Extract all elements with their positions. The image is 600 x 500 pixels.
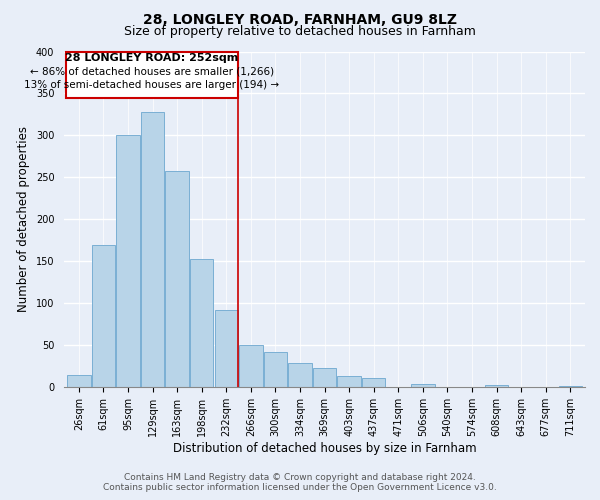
- X-axis label: Distribution of detached houses by size in Farnham: Distribution of detached houses by size …: [173, 442, 476, 455]
- Bar: [411, 384, 434, 388]
- Bar: [239, 346, 263, 388]
- Y-axis label: Number of detached properties: Number of detached properties: [17, 126, 30, 312]
- FancyBboxPatch shape: [66, 52, 238, 98]
- Bar: [116, 136, 140, 388]
- Text: ← 86% of detached houses are smaller (1,266): ← 86% of detached houses are smaller (1,…: [30, 66, 274, 76]
- Bar: [92, 244, 115, 388]
- Bar: [166, 170, 189, 388]
- Bar: [362, 378, 385, 388]
- Text: 13% of semi-detached houses are larger (194) →: 13% of semi-detached houses are larger (…: [25, 80, 280, 90]
- Bar: [67, 375, 91, 388]
- Bar: [559, 386, 582, 388]
- Bar: [141, 112, 164, 388]
- Bar: [337, 376, 361, 388]
- Text: Size of property relative to detached houses in Farnham: Size of property relative to detached ho…: [124, 25, 476, 38]
- Bar: [264, 352, 287, 388]
- Text: 28, LONGLEY ROAD, FARNHAM, GU9 8LZ: 28, LONGLEY ROAD, FARNHAM, GU9 8LZ: [143, 12, 457, 26]
- Text: Contains HM Land Registry data © Crown copyright and database right 2024.
Contai: Contains HM Land Registry data © Crown c…: [103, 473, 497, 492]
- Bar: [190, 259, 214, 388]
- Bar: [485, 385, 508, 388]
- Text: 28 LONGLEY ROAD: 252sqm: 28 LONGLEY ROAD: 252sqm: [65, 52, 239, 62]
- Bar: [215, 310, 238, 388]
- Bar: [313, 368, 336, 388]
- Bar: [289, 363, 311, 388]
